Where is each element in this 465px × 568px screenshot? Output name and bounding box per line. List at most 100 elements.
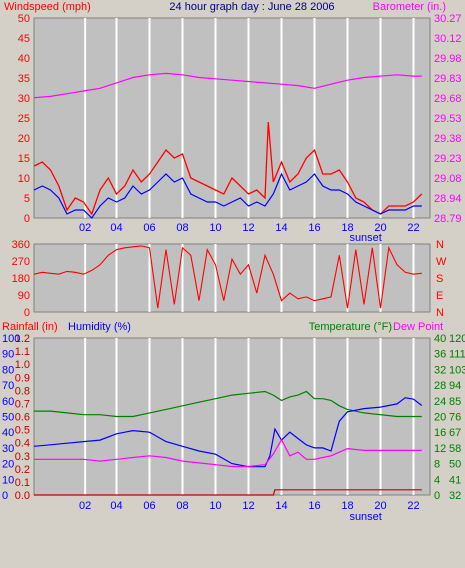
barometer-tick-label: 30.12 — [434, 33, 462, 45]
wind-line — [33, 121, 423, 216]
celsius-tick-label: 40 — [434, 333, 446, 345]
celsius-tick-label: 8 — [434, 459, 440, 471]
barometer-tick-label: 29.83 — [434, 73, 462, 85]
celsius-tick-label: 24 — [434, 396, 446, 408]
rain-tick-label: 0.0 — [15, 490, 30, 502]
x-tick-label: 20 — [374, 222, 386, 234]
humidity-axis-label: Humidity (%) — [68, 321, 131, 333]
direction-tick-label: 0 — [24, 307, 30, 319]
wind-tick-label: 0 — [24, 213, 30, 225]
humidity-tick-label: 60 — [2, 396, 14, 408]
compass-tick-label: N — [436, 307, 444, 319]
fahrenheit-tick-label: 58 — [449, 443, 461, 455]
humidity-tick-label: 70 — [2, 380, 14, 392]
temp-humidity-panel: 1.21.11.00.90.80.70.60.50.40.30.20.10.01… — [2, 333, 465, 523]
wind-tick-label: 50 — [18, 13, 30, 25]
direction-tick-label: 90 — [18, 290, 30, 302]
plot-area — [33, 243, 431, 313]
temperature-line — [34, 390, 422, 418]
x-tick-label: 02 — [79, 500, 91, 512]
celsius-tick-label: 16 — [434, 427, 446, 439]
dewpoint-axis-label: Dew Point — [393, 321, 443, 333]
fahrenheit-tick-label: 120 — [449, 333, 465, 345]
compass-tick-label: W — [436, 256, 447, 268]
wind-tick-label: 20 — [18, 133, 30, 145]
compass-tick-label: N — [436, 239, 444, 251]
fahrenheit-tick-label: 94 — [449, 380, 461, 392]
humidity-tick-label: 10 — [2, 474, 14, 486]
rain-tick-label: 1.2 — [15, 333, 30, 345]
barometer-tick-label: 29.23 — [434, 153, 462, 165]
wind-tick-label: 30 — [18, 93, 30, 105]
gust_avg-line — [33, 172, 422, 219]
celsius-tick-label: 32 — [434, 364, 446, 376]
compass-tick-label: E — [436, 290, 443, 302]
barometer-line — [33, 72, 422, 99]
x-tick-label: 18 — [341, 500, 353, 512]
humidity-tick-label: 40 — [2, 427, 14, 439]
barometer-tick-label: 29.08 — [434, 173, 462, 185]
celsius-tick-label: 0 — [434, 490, 440, 502]
celsius-tick-label: 20 — [434, 412, 446, 424]
humidity-line — [33, 397, 423, 468]
celsius-tick-label: 36 — [434, 349, 446, 361]
wind-barometer-panel: 5045403530252015105030.2730.1229.9829.83… — [18, 13, 462, 244]
temperature-axis-label: Temperature (°F) — [309, 321, 392, 333]
x-tick-label: 10 — [209, 500, 221, 512]
fahrenheit-tick-label: 103 — [449, 364, 465, 376]
dewpoint-line — [34, 438, 422, 468]
barometer-tick-label: 29.38 — [434, 133, 462, 145]
fahrenheit-tick-label: 41 — [449, 474, 461, 486]
wind-tick-label: 40 — [18, 53, 30, 65]
rain-tick-label: 0.1 — [15, 477, 30, 489]
sunset-label: sunset — [349, 511, 381, 523]
barometer-tick-label: 29.98 — [434, 53, 462, 65]
direction-line — [33, 245, 422, 309]
fahrenheit-tick-label: 50 — [449, 459, 461, 471]
humidity-tick-label: 50 — [2, 412, 14, 424]
rain-tick-label: 0.3 — [15, 451, 30, 463]
celsius-tick-label: 4 — [434, 474, 440, 486]
celsius-tick-label: 28 — [434, 380, 446, 392]
wind-tick-label: 25 — [18, 113, 30, 125]
wind-tick-label: 10 — [18, 173, 30, 185]
plot-area — [33, 337, 431, 496]
humidity-tick-label: 90 — [2, 349, 14, 361]
rain-tick-label: 0.5 — [15, 425, 30, 437]
x-tick-label: 04 — [110, 222, 122, 234]
rain-tick-label: 0.2 — [15, 464, 30, 476]
humidity-tick-label: 30 — [2, 443, 14, 455]
rain-tick-label: 0.8 — [15, 385, 30, 397]
humidity-tick-label: 0 — [2, 490, 8, 502]
fahrenheit-tick-label: 76 — [449, 412, 461, 424]
x-tick-label: 20 — [374, 500, 386, 512]
rain-tick-label: 0.7 — [15, 398, 30, 410]
x-tick-label: 02 — [79, 222, 91, 234]
direction-tick-label: 180 — [12, 273, 30, 285]
x-tick-label: 06 — [143, 222, 155, 234]
barometer-tick-label: 29.68 — [434, 93, 462, 105]
barometer-axis-label: Barometer (in.) — [373, 1, 446, 13]
rain-tick-label: 0.6 — [15, 412, 30, 424]
x-tick-label: 14 — [275, 500, 287, 512]
x-tick-label: 06 — [143, 500, 155, 512]
fahrenheit-tick-label: 32 — [449, 490, 461, 502]
x-tick-label: 22 — [407, 500, 419, 512]
rainfall-axis-label: Rainfall (in) — [2, 321, 58, 333]
wind-tick-label: 45 — [18, 33, 30, 45]
x-tick-label: 04 — [110, 500, 122, 512]
x-tick-label: 22 — [407, 222, 419, 234]
rainfall-line — [34, 489, 422, 496]
sunset-label: sunset — [349, 232, 381, 244]
barometer-tick-label: 30.27 — [434, 13, 462, 25]
fahrenheit-tick-label: 111 — [449, 349, 465, 361]
rain-tick-label: 1.1 — [15, 346, 30, 358]
x-tick-label: 10 — [209, 222, 221, 234]
humidity-tick-label: 100 — [2, 333, 20, 345]
rain-tick-label: 0.4 — [15, 438, 30, 450]
x-tick-label: 12 — [242, 222, 254, 234]
celsius-tick-label: 12 — [434, 443, 446, 455]
chart-title: 24 hour graph day : June 28 2006 — [169, 1, 334, 13]
